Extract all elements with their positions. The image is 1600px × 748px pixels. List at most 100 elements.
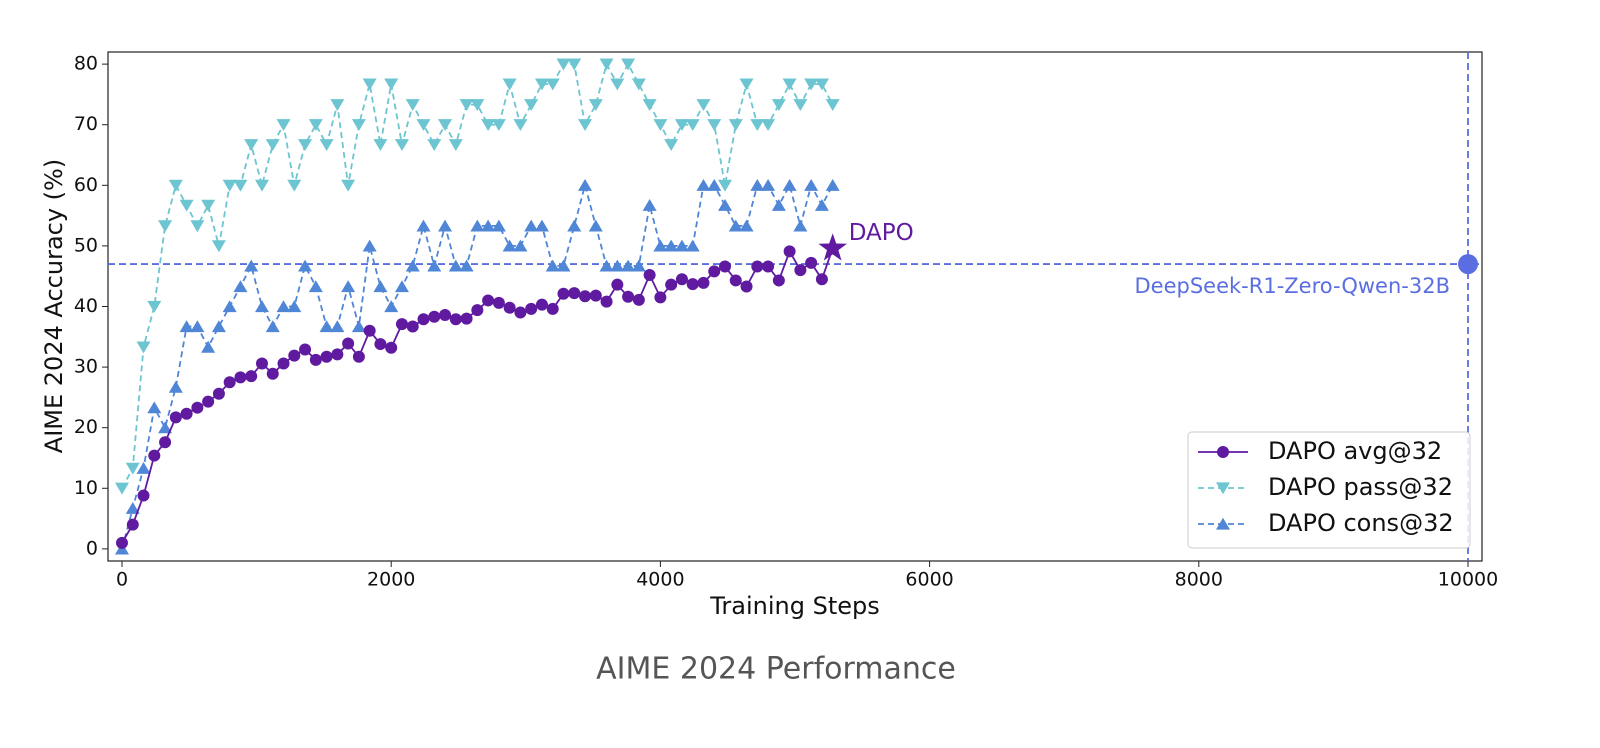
- point: [385, 341, 398, 354]
- point: [222, 179, 237, 192]
- point: [588, 219, 603, 232]
- point: [309, 353, 322, 366]
- point: [212, 387, 225, 400]
- point: [265, 139, 280, 152]
- point: [481, 219, 496, 232]
- point: [653, 119, 668, 132]
- point: [762, 260, 775, 273]
- point: [707, 179, 722, 191]
- point: [245, 370, 258, 383]
- point: [685, 239, 700, 252]
- point: [524, 219, 539, 232]
- point: [266, 367, 279, 380]
- legend-marker: [1217, 446, 1229, 458]
- point: [750, 119, 765, 132]
- point: [643, 268, 656, 281]
- point: [405, 99, 420, 112]
- point: [158, 220, 173, 233]
- x-tick-label: 6000: [905, 569, 953, 591]
- x-tick-label: 10000: [1438, 569, 1498, 591]
- point: [201, 199, 216, 212]
- point: [653, 239, 668, 252]
- point: [771, 199, 786, 211]
- point: [525, 302, 538, 315]
- point: [308, 119, 323, 132]
- x-axis-label: Training Steps: [709, 592, 879, 620]
- point: [319, 139, 334, 152]
- point: [599, 58, 614, 71]
- point: [513, 239, 528, 252]
- point: [686, 278, 699, 291]
- point: [352, 350, 365, 363]
- point: [631, 259, 646, 272]
- point: [622, 290, 635, 303]
- x-tick-label: 0: [116, 569, 128, 591]
- point: [115, 536, 128, 549]
- point: [190, 220, 205, 233]
- point: [438, 219, 453, 232]
- point: [460, 312, 473, 325]
- point: [793, 219, 808, 232]
- point: [341, 179, 356, 192]
- legend-label: DAPO avg@32: [1268, 437, 1442, 465]
- point: [320, 350, 333, 363]
- point: [471, 304, 484, 317]
- point: [600, 295, 613, 308]
- point: [578, 119, 593, 132]
- point: [159, 436, 172, 449]
- point: [513, 119, 528, 132]
- x-tick-label: 4000: [636, 569, 684, 591]
- point: [728, 119, 743, 132]
- point: [665, 278, 678, 291]
- point: [685, 119, 700, 132]
- point: [568, 287, 581, 300]
- point: [287, 179, 302, 192]
- point: [416, 119, 431, 132]
- point: [438, 119, 453, 132]
- point: [395, 318, 408, 331]
- point: [719, 260, 732, 273]
- point: [147, 300, 162, 313]
- point: [191, 401, 204, 414]
- point: [804, 179, 819, 191]
- point: [394, 139, 409, 152]
- point: [330, 99, 345, 112]
- point: [556, 259, 571, 272]
- point: [708, 265, 721, 278]
- point: [299, 343, 312, 356]
- point: [373, 139, 388, 152]
- point: [373, 280, 388, 293]
- point: [341, 280, 356, 293]
- point: [459, 99, 474, 112]
- point: [621, 58, 636, 71]
- point: [782, 179, 797, 191]
- point: [718, 179, 733, 192]
- point: [611, 278, 624, 291]
- series-line: [121, 61, 834, 489]
- point: [459, 259, 474, 272]
- point: [255, 357, 268, 370]
- point: [288, 349, 301, 362]
- point: [126, 518, 139, 531]
- point: [783, 245, 796, 258]
- point: [244, 139, 259, 152]
- point: [491, 219, 506, 232]
- point: [427, 259, 442, 272]
- point: [254, 179, 269, 192]
- point: [180, 407, 193, 420]
- point: [190, 320, 205, 333]
- point: [750, 179, 765, 191]
- point: [782, 78, 797, 91]
- point: [363, 324, 376, 337]
- point: [276, 119, 291, 132]
- point: [718, 199, 733, 211]
- y-tick-label: 30: [74, 356, 98, 378]
- x-tick-label: 2000: [367, 569, 415, 591]
- legend-label: DAPO cons@32: [1268, 509, 1454, 537]
- y-tick-label: 20: [74, 416, 98, 438]
- point: [211, 320, 226, 333]
- point: [675, 273, 688, 286]
- point: [254, 300, 269, 313]
- point: [664, 239, 679, 252]
